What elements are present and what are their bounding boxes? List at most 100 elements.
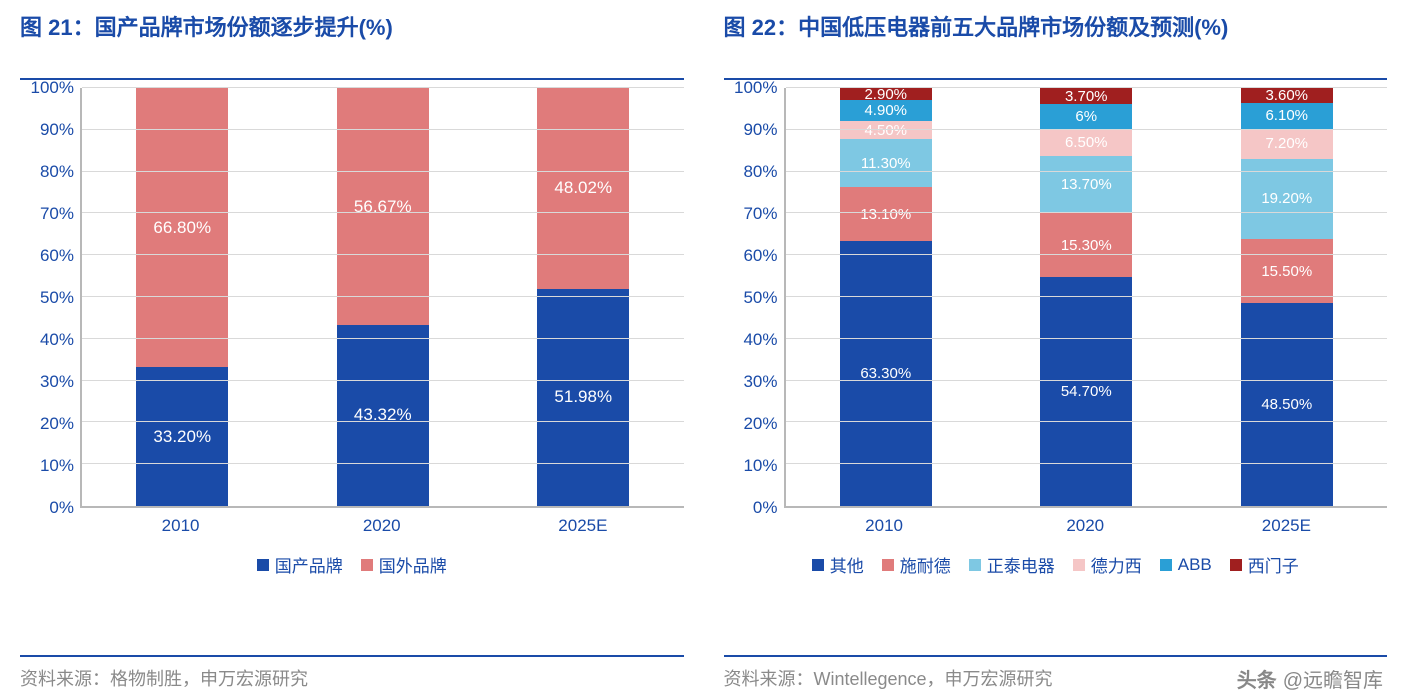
gridline <box>786 171 1388 172</box>
legend-swatch <box>969 559 981 571</box>
y-axis: 100%90%80%70%60%50%40%30%20%10%0% <box>724 88 784 508</box>
x-tick: 2020 <box>281 516 482 536</box>
bar-column: 51.98% 48.02% <box>537 88 629 506</box>
legend-item: 国外品牌 <box>361 552 447 577</box>
bar-column: 54.70% 15.30% 13.70% 6.50% 6%3.70% <box>1040 88 1132 506</box>
bar-value-label: 6.10% <box>1265 108 1308 123</box>
bar-segment: 48.50% <box>1241 303 1333 506</box>
legend-swatch <box>1230 559 1242 571</box>
legend-label: ABB <box>1178 555 1212 575</box>
legend-item: 西门子 <box>1230 552 1299 577</box>
bar-value-label: 11.30% <box>861 156 911 171</box>
legend-item: 其他 <box>812 552 864 577</box>
bar-value-label: 66.80% <box>153 218 211 238</box>
x-tick: 2025E <box>482 516 683 536</box>
bar-segment: 13.70% <box>1040 156 1132 213</box>
bar-value-label: 2.90% <box>864 87 907 102</box>
legend-label: 其他 <box>830 552 864 577</box>
bar-value-label: 4.90% <box>864 103 907 118</box>
legend-swatch <box>882 559 894 571</box>
legend-label: 国外品牌 <box>379 552 447 577</box>
gridline <box>82 171 684 172</box>
legend-label: 正泰电器 <box>987 552 1055 577</box>
bar-value-label: 15.50% <box>1261 264 1312 279</box>
legend-item: 德力西 <box>1073 552 1142 577</box>
bar-value-label: 15.30% <box>1061 238 1112 253</box>
x-tick: 2010 <box>784 516 985 536</box>
legend-swatch <box>1160 559 1172 571</box>
legend-item: 施耐德 <box>882 552 951 577</box>
bar-value-label: 48.50% <box>1261 397 1312 412</box>
y-axis: 100%90%80%70%60%50%40%30%20%10%0% <box>20 88 80 508</box>
watermark-head: 头条 <box>1237 664 1277 693</box>
bar-segment: 4.50% <box>840 121 932 140</box>
left-panel: 图 21：国产品牌市场份额逐步提升(%) 100%90%80%70%60%50%… <box>0 0 704 699</box>
x-axis: 201020202025E <box>20 516 684 536</box>
bar-segment: 48.02% <box>537 88 629 289</box>
bar-column: 33.20% 66.80% <box>136 88 228 506</box>
bar-segment: 54.70% <box>1040 277 1132 506</box>
legend-label: 国产品牌 <box>275 552 343 577</box>
source-text: 资料来源：格物制胜，申万宏源研究 <box>20 657 684 699</box>
legend-swatch <box>257 559 269 571</box>
bar-segment: 43.32% <box>337 325 429 506</box>
bar-segment: 66.80% <box>136 88 228 367</box>
gridline <box>82 87 684 88</box>
legend-item: 正泰电器 <box>969 552 1055 577</box>
chart-area-left: 100%90%80%70%60%50%40%30%20%10%0% 33.20%… <box>20 88 684 643</box>
bar-value-label: 43.32% <box>354 405 412 425</box>
bar-segment: 6% <box>1040 104 1132 129</box>
gridline <box>82 129 684 130</box>
bar-column: 48.50%15.50%19.20%7.20%6.10%3.60% <box>1241 88 1333 506</box>
gridline <box>82 463 684 464</box>
bar-segment: 51.98% <box>537 289 629 506</box>
watermark-handle: @远瞻智库 <box>1283 664 1383 693</box>
bar-value-label: 51.98% <box>554 387 612 407</box>
gridline <box>786 421 1388 422</box>
watermark: 头条 @远瞻智库 <box>1237 664 1383 693</box>
bar-value-label: 4.50% <box>864 123 907 138</box>
bar-value-label: 54.70% <box>1061 384 1112 399</box>
bar-segment: 11.30% <box>840 139 932 186</box>
bar-segment: 63.30% <box>840 241 932 506</box>
legend-swatch <box>1073 559 1085 571</box>
gridline <box>786 463 1388 464</box>
bar-column: 43.32% 56.67% <box>337 88 429 506</box>
legend-swatch <box>812 559 824 571</box>
bar-segment: 6.50% <box>1040 129 1132 156</box>
chart-area-right: 100%90%80%70%60%50%40%30%20%10%0% 63.30%… <box>724 88 1388 643</box>
legend: 国产品牌 国外品牌 <box>20 552 684 577</box>
bar-segment: 3.60% <box>1241 88 1333 103</box>
x-tick: 2010 <box>80 516 281 536</box>
bar-segment: 2.90% <box>840 88 932 100</box>
legend-label: 西门子 <box>1248 552 1299 577</box>
gridline <box>82 296 684 297</box>
legend: 其他施耐德 正泰电器德力西 ABB 西门子 <box>724 552 1388 577</box>
chart-title: 图 21：国产品牌市场份额逐步提升(%) <box>20 10 684 78</box>
bars: 33.20% 66.80% 43.32% 56.67% 51.98% 48.02% <box>82 88 684 506</box>
bar-segment: 6.10% <box>1241 103 1333 128</box>
title-rule <box>724 78 1388 80</box>
plot-body: 33.20% 66.80% 43.32% 56.67% 51.98% 48.02% <box>80 88 684 508</box>
bar-segment: 15.30% <box>1040 213 1132 277</box>
bar-value-label: 6.50% <box>1065 135 1108 150</box>
bar-value-label: 3.70% <box>1065 89 1108 104</box>
bar-segment: 33.20% <box>136 367 228 506</box>
legend-swatch <box>361 559 373 571</box>
bar-column: 63.30%13.10% 11.30% 4.50% 4.90%2.90% <box>840 88 932 506</box>
bar-segment: 13.10% <box>840 187 932 242</box>
right-panel: 图 22：中国低压电器前五大品牌市场份额及预测(%) 100%90%80%70%… <box>704 0 1407 699</box>
bar-segment: 56.67% <box>337 88 429 325</box>
gridline <box>786 296 1388 297</box>
legend-item: ABB <box>1160 552 1212 577</box>
bar-value-label: 48.02% <box>554 178 612 198</box>
bar-segment: 15.50% <box>1241 239 1333 304</box>
gridline <box>786 254 1388 255</box>
chart-title: 图 22：中国低压电器前五大品牌市场份额及预测(%) <box>724 10 1388 78</box>
bar-segment: 3.70% <box>1040 88 1132 103</box>
plot-right: 100%90%80%70%60%50%40%30%20%10%0% 63.30%… <box>724 88 1388 508</box>
x-axis: 201020202025E <box>724 516 1388 536</box>
gridline <box>786 87 1388 88</box>
gridline <box>786 338 1388 339</box>
bar-value-label: 13.70% <box>1061 177 1112 192</box>
